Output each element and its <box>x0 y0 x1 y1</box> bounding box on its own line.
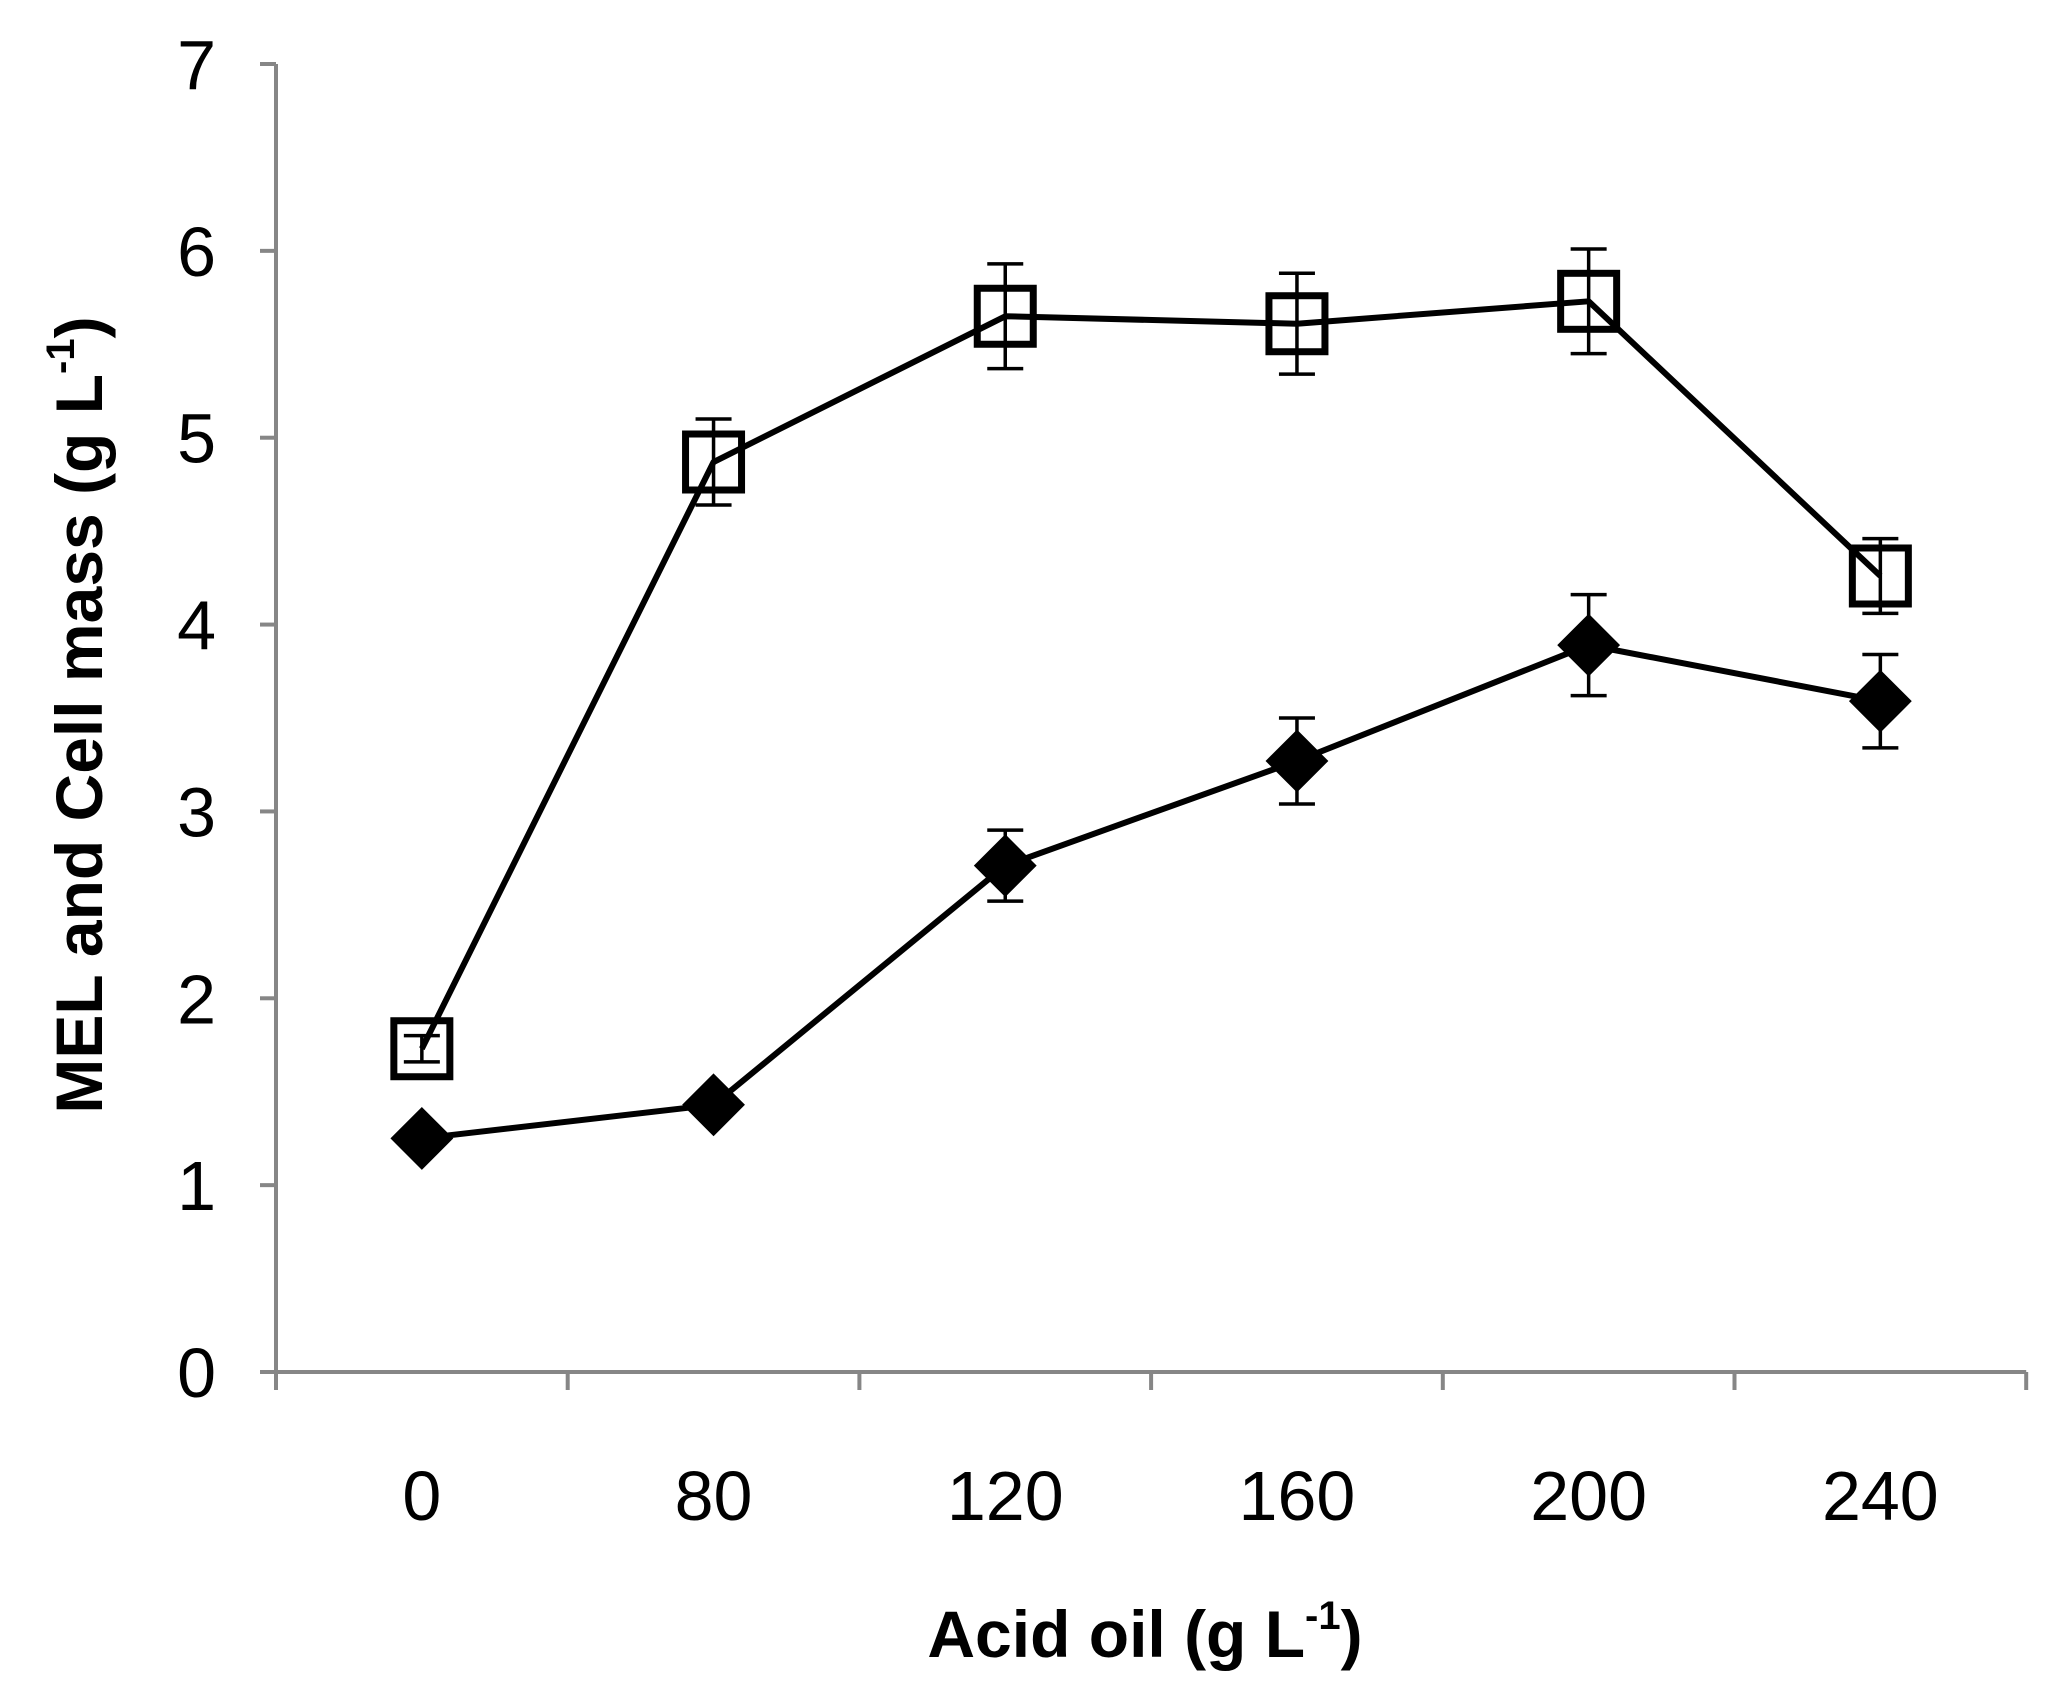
data-point-square <box>1848 544 1912 608</box>
x-axis-title-close: ) <box>1341 1597 1363 1671</box>
open-square-series <box>390 247 1912 1081</box>
y-tick-label: 6 <box>177 213 216 291</box>
y-tick-label: 2 <box>177 960 216 1038</box>
data-point-diamond <box>682 1073 745 1137</box>
data-point-square <box>973 284 1037 348</box>
y-axis-title-main: MEL and Cell mass (g L <box>42 374 116 1114</box>
y-tick-label: 0 <box>177 1334 216 1412</box>
data-point-diamond <box>1848 669 1912 733</box>
open-square-series-line <box>419 298 1883 1051</box>
x-tick-label: 240 <box>1822 1457 1939 1535</box>
data-point-square <box>1557 269 1621 333</box>
y-tick-label: 3 <box>177 773 216 851</box>
x-axis-title-main: Acid oil (g L <box>927 1597 1305 1671</box>
series-layer <box>390 247 1912 1170</box>
x-tick-label: 80 <box>675 1457 753 1535</box>
y-axis-title-close: ) <box>42 316 116 338</box>
y-axis-title: MEL and Cell mass (g L-1) <box>39 316 116 1113</box>
x-axis-title-sup: -1 <box>1305 1594 1341 1638</box>
x-axis-title: Acid oil (g L-1) <box>927 1594 1362 1671</box>
data-point-diamond <box>390 1107 454 1170</box>
x-tick-label: 120 <box>947 1457 1064 1535</box>
data-point-diamond <box>1265 729 1329 793</box>
x-tick-label: 160 <box>1239 1457 1356 1535</box>
y-axis-title-sup: -1 <box>39 338 83 374</box>
y-tick-label: 5 <box>177 400 216 478</box>
y-tick-label: 1 <box>177 1147 216 1225</box>
y-tick-label: 4 <box>177 587 216 665</box>
y-tick-label: 7 <box>177 26 216 104</box>
data-point-diamond <box>973 834 1037 898</box>
data-point-square <box>390 1017 454 1081</box>
data-point-square <box>682 430 746 494</box>
x-tick-label: 200 <box>1530 1457 1647 1535</box>
filled-diamond-series-line <box>421 642 1881 1142</box>
data-point-diamond <box>1557 613 1621 677</box>
x-tick-label: 0 <box>402 1457 441 1535</box>
data-point-square <box>1265 292 1329 356</box>
axes <box>260 62 2029 1390</box>
filled-diamond-series <box>390 592 1912 1170</box>
